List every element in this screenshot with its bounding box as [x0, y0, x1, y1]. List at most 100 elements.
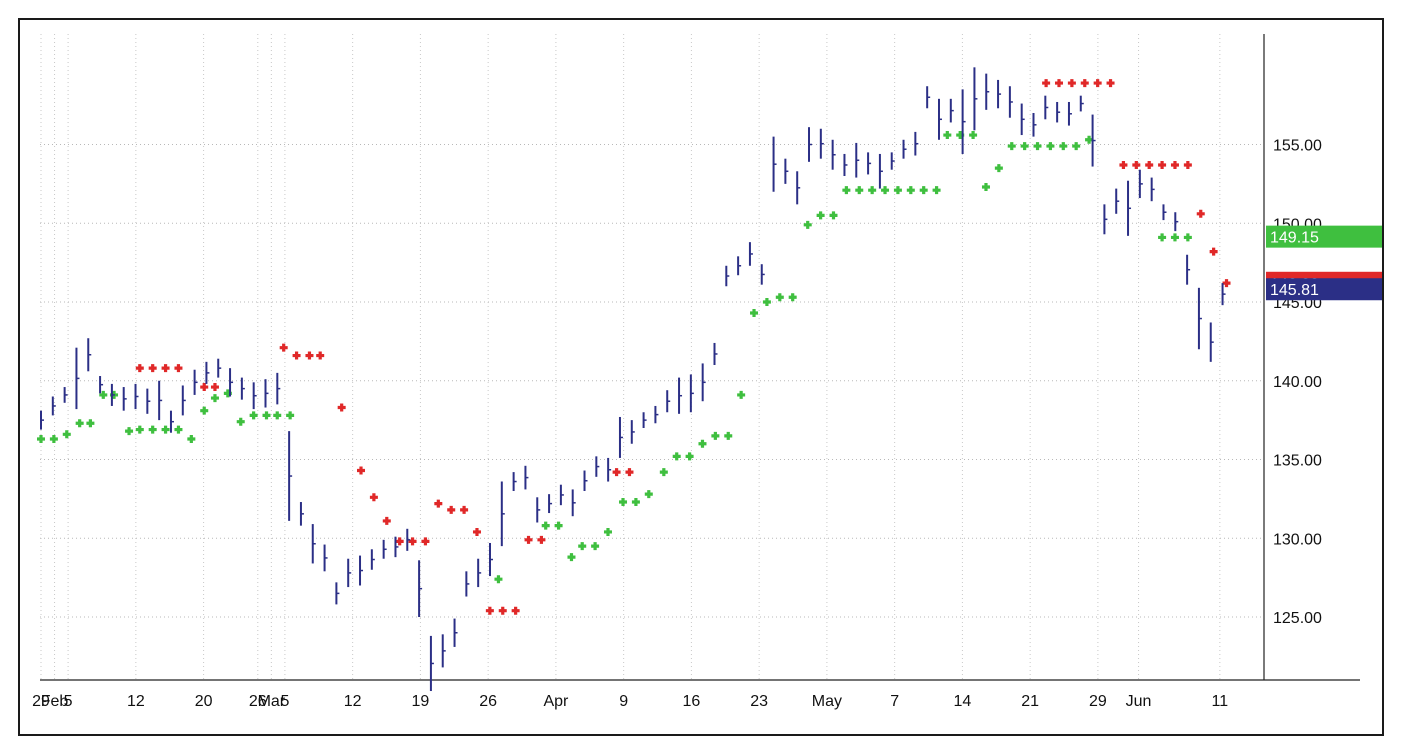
- red-stop-marker: [305, 351, 314, 360]
- green-stop-marker-shape: [775, 293, 784, 302]
- green-stop-marker: [893, 186, 902, 195]
- red-stop-marker-shape: [485, 606, 494, 615]
- green-stop-marker-shape: [750, 309, 759, 318]
- x-tick-label: 26: [479, 693, 497, 710]
- green-stop-marker: [174, 425, 183, 434]
- green-stop-marker-shape: [223, 389, 232, 398]
- x-tick-label: 5: [64, 693, 73, 710]
- red-stop-marker-shape: [1209, 247, 1218, 256]
- green-stop-marker: [906, 186, 915, 195]
- x-tick-label: 5: [280, 693, 289, 710]
- red-stop-marker: [1145, 160, 1154, 169]
- red-stop-marker-shape: [1158, 160, 1167, 169]
- red-stop-marker: [1209, 247, 1218, 256]
- last-value-text: 145.81: [1270, 282, 1319, 299]
- red-stop-marker-shape: [1042, 79, 1051, 88]
- x-tick-label: 12: [344, 693, 362, 710]
- red-stop-marker-shape: [460, 505, 469, 514]
- red-stop-marker: [1132, 160, 1141, 169]
- red-stop-marker: [1093, 79, 1102, 88]
- green-stop-marker-shape: [893, 186, 902, 195]
- green-stop-marker-shape: [919, 186, 928, 195]
- last-value-box: [1266, 225, 1382, 248]
- red-stop-marker-shape: [1093, 79, 1102, 88]
- green-stop-marker-shape: [99, 390, 108, 399]
- green-stop-marker: [919, 186, 928, 195]
- last-value-text: 149.15: [1270, 230, 1319, 247]
- green-stop-marker-shape: [49, 435, 58, 444]
- red-stop-marker-shape: [1222, 279, 1231, 288]
- red-stop-marker-shape: [625, 468, 634, 477]
- green-stop-marker-shape: [1020, 142, 1029, 151]
- red-stop-marker: [434, 499, 443, 508]
- green-stop-marker: [672, 452, 681, 461]
- green-stop-marker: [711, 431, 720, 440]
- red-stop-marker-shape: [1080, 79, 1089, 88]
- green-stop-marker: [1033, 142, 1042, 151]
- red-stop-marker-shape: [524, 535, 533, 544]
- green-stop-marker-shape: [86, 419, 95, 428]
- red-stop-marker-shape: [1183, 160, 1192, 169]
- red-stop-marker-shape: [1196, 209, 1205, 218]
- red-stop-marker: [460, 505, 469, 514]
- marks-layer: [37, 67, 1231, 692]
- green-stop-marker-shape: [135, 425, 144, 434]
- green-stop-marker: [1020, 142, 1029, 151]
- y-tick-label: 155.00: [1273, 138, 1322, 155]
- green-stop-marker: [541, 521, 550, 530]
- x-tick-label: 23: [750, 693, 768, 710]
- red-stop-marker: [472, 527, 481, 536]
- green-stop-marker-shape: [868, 186, 877, 195]
- x-tick-label: 29: [1089, 693, 1107, 710]
- y-tick-label: 135.00: [1273, 453, 1322, 470]
- red-stop-marker: [1196, 209, 1205, 218]
- red-stop-marker: [1158, 160, 1167, 169]
- green-stop-marker: [554, 521, 563, 530]
- red-stop-marker-shape: [369, 493, 378, 502]
- red-stop-marker-shape: [135, 364, 144, 373]
- green-stop-marker: [603, 527, 612, 536]
- last-value-labels: 149.15146.22145.81: [1266, 225, 1382, 301]
- green-stop-marker: [994, 164, 1003, 173]
- green-stop-marker-shape: [174, 425, 183, 434]
- red-stop-marker: [1183, 160, 1192, 169]
- green-stop-marker-shape: [881, 186, 890, 195]
- green-stop-marker: [161, 425, 170, 434]
- green-stop-marker: [1085, 135, 1094, 144]
- red-stop-marker: [1106, 79, 1115, 88]
- green-stop-marker: [816, 211, 825, 220]
- green-stop-marker: [698, 439, 707, 448]
- green-stop-marker-shape: [737, 390, 746, 399]
- green-stop-marker: [187, 435, 196, 444]
- y-tick-label: 130.00: [1273, 531, 1322, 548]
- green-stop-marker-shape: [262, 411, 271, 420]
- red-stop-marker: [135, 364, 144, 373]
- green-stop-marker-shape: [644, 490, 653, 499]
- green-stop-marker: [494, 575, 503, 584]
- red-stop-marker: [1067, 79, 1076, 88]
- green-stop-marker-shape: [1170, 233, 1179, 242]
- red-stop-marker: [1054, 79, 1063, 88]
- red-stop-marker-shape: [174, 364, 183, 373]
- axes-layer: 125.00130.00135.00140.00145.00150.00155.…: [32, 34, 1360, 710]
- green-stop-marker-shape: [956, 131, 965, 140]
- green-stop-marker-shape: [932, 186, 941, 195]
- green-stop-marker: [236, 417, 245, 426]
- x-tick-label: Mar: [258, 693, 286, 710]
- green-stop-marker-shape: [62, 430, 71, 439]
- red-stop-marker-shape: [1145, 160, 1154, 169]
- green-stop-marker-shape: [567, 553, 576, 562]
- y-tick-label: 125.00: [1273, 610, 1322, 627]
- green-stop-marker-shape: [161, 425, 170, 434]
- green-stop-marker: [644, 490, 653, 499]
- red-stop-marker-shape: [148, 364, 157, 373]
- green-stop-marker-shape: [578, 542, 587, 551]
- red-stop-marker-shape: [161, 364, 170, 373]
- red-stop-marker: [395, 537, 404, 546]
- green-stop-marker: [99, 390, 108, 399]
- green-stop-marker-shape: [724, 431, 733, 440]
- x-tick-label: Jun: [1126, 693, 1152, 710]
- green-stop-marker: [803, 220, 812, 229]
- red-stop-marker: [148, 364, 157, 373]
- green-stop-marker: [567, 553, 576, 562]
